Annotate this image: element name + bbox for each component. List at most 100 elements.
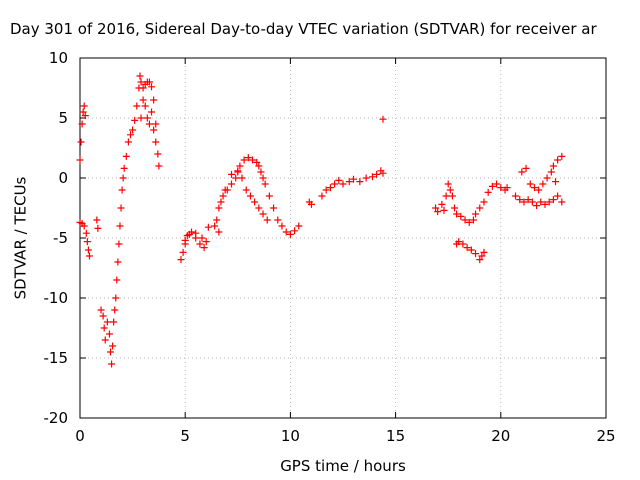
data-point [196, 240, 204, 248]
data-point [145, 120, 153, 128]
x-tick-label: 25 [596, 427, 615, 445]
data-point [113, 276, 121, 284]
data-point [249, 156, 257, 164]
data-point [213, 216, 221, 224]
data-point [253, 158, 261, 166]
data-point [446, 186, 454, 194]
x-tick-label: 0 [75, 427, 85, 445]
data-point [444, 180, 452, 188]
data-point [105, 330, 113, 338]
data-point [120, 164, 128, 172]
data-point [522, 164, 530, 172]
data-point [155, 162, 163, 170]
y-tick-label: 5 [58, 109, 68, 127]
y-tick-label: -20 [44, 409, 69, 427]
data-point [152, 138, 160, 146]
y-tick-label: -10 [44, 289, 69, 307]
data-point [463, 244, 471, 252]
data-point [108, 360, 116, 368]
data-point [177, 256, 185, 264]
x-axis-label: GPS time / hours [280, 457, 406, 475]
data-point [232, 174, 240, 182]
data-point [526, 180, 534, 188]
data-point [131, 116, 139, 124]
data-point [549, 162, 557, 170]
data-point [143, 114, 151, 122]
data-point [362, 174, 370, 182]
data-point [265, 192, 273, 200]
data-point [107, 348, 115, 356]
chart-title: Day 301 of 2016, Sidereal Day-to-day VTE… [10, 20, 597, 38]
data-point [259, 210, 267, 218]
data-point [198, 234, 206, 242]
y-axis-label: SDTVAR / TECUs [11, 176, 29, 299]
y-tick-label: -15 [44, 349, 69, 367]
data-point [440, 206, 448, 214]
data-point [261, 180, 269, 188]
y-tick-label: -5 [53, 229, 68, 247]
data-point [257, 168, 265, 176]
data-point [335, 176, 343, 184]
data-point [109, 342, 117, 350]
data-point [350, 175, 358, 183]
data-point [434, 208, 442, 216]
data-point [545, 198, 553, 206]
data-point [129, 126, 137, 134]
data-point [204, 223, 212, 231]
data-point [554, 192, 562, 200]
data-point [307, 200, 315, 208]
data-point [339, 180, 347, 188]
data-point [118, 186, 126, 194]
data-point [110, 318, 118, 326]
x-tick-label: 10 [281, 427, 300, 445]
data-point [270, 204, 278, 212]
data-point [558, 198, 566, 206]
data-point [240, 156, 248, 164]
data-point [541, 200, 549, 208]
data-point [432, 204, 440, 212]
data-point [465, 218, 473, 226]
data-point [122, 152, 130, 160]
data-point [141, 102, 149, 110]
data-point [547, 168, 555, 176]
data-point [368, 173, 376, 181]
data-point [438, 200, 446, 208]
data-point [537, 198, 545, 206]
data-point [145, 78, 153, 86]
data-point [124, 138, 132, 146]
data-point [119, 174, 127, 182]
data-point [133, 102, 141, 110]
data-point [379, 115, 387, 123]
grid-lines [80, 58, 606, 418]
data-point [554, 156, 562, 164]
data-point [379, 169, 387, 177]
data-point [94, 224, 102, 232]
data-point [236, 162, 244, 170]
data-point [84, 246, 92, 254]
y-tick-label: 0 [58, 169, 68, 187]
data-point [326, 184, 334, 192]
data-point [480, 198, 488, 206]
data-point [116, 222, 124, 230]
data-point [221, 186, 229, 194]
data-point [503, 184, 511, 192]
data-point [79, 108, 87, 116]
data-point [356, 178, 364, 186]
data-point [114, 258, 122, 266]
data-point [115, 240, 123, 248]
data-point [295, 222, 303, 230]
data-point [202, 238, 210, 246]
data-point [539, 180, 547, 188]
data-point [217, 198, 225, 206]
data-point [528, 198, 536, 206]
data-point [238, 174, 246, 182]
axis-ticks: 0 5 10 15 20 25 -20 -15 -10 -5 0 5 10 [44, 49, 616, 445]
data-point [459, 240, 467, 248]
data-point [244, 154, 252, 162]
data-point [99, 312, 107, 320]
data-point [476, 204, 484, 212]
data-point [97, 306, 105, 314]
data-point [478, 252, 486, 260]
x-tick-label: 20 [491, 427, 510, 445]
